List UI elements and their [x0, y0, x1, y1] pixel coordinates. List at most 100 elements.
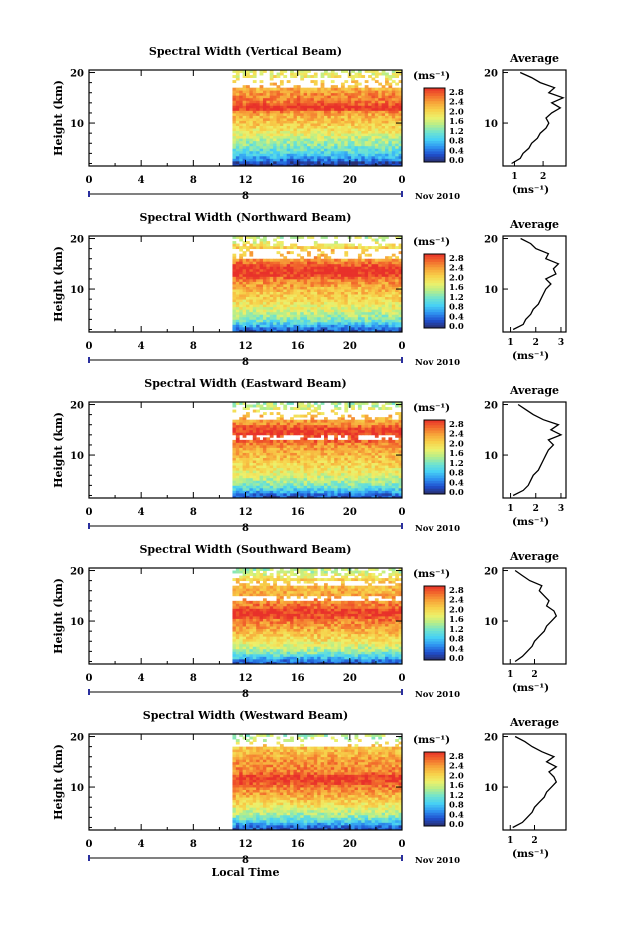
heatmap-cell [361, 271, 366, 275]
heatmap-cell [334, 319, 338, 323]
heatmap-cell [388, 92, 393, 96]
heatmap-cell [273, 153, 277, 157]
heatmap-cell [232, 143, 237, 147]
heatmap-cell [252, 90, 257, 94]
heatmap-cell [395, 110, 400, 114]
heatmap-cell [242, 120, 247, 124]
heatmap-cell [276, 150, 281, 154]
heatmap-cell [266, 465, 271, 469]
heatmap-cell [310, 90, 315, 94]
heatmap-cell [242, 492, 247, 496]
heatmap-cell [242, 138, 247, 142]
heatmap-cell [317, 135, 322, 139]
heatmap-cell [235, 286, 240, 290]
heatmap-cell [337, 155, 342, 159]
heatmap-cell [340, 427, 345, 431]
heatmap-cell [364, 158, 369, 162]
heatmap-cell [371, 281, 376, 285]
heatmap-cell [344, 291, 349, 295]
heatmap-cell [232, 123, 237, 126]
heatmap-cell [330, 482, 335, 486]
heatmap-cell [385, 95, 389, 99]
heatmap-cell [290, 100, 294, 104]
heatmap-cell [374, 492, 379, 496]
heatmap-cell [361, 281, 366, 285]
heatmap-cell [249, 266, 254, 270]
heatmap-cell [381, 422, 386, 426]
heatmap-cell [347, 480, 352, 484]
heatmap-cell [279, 128, 284, 132]
heatmap-cell [334, 465, 338, 469]
heatmap-cell [303, 319, 308, 323]
heatmap-cell [357, 301, 362, 305]
heatmap-cell [324, 123, 328, 126]
heatmap-cell [296, 442, 301, 446]
heatmap-cell [364, 485, 369, 489]
heatmap-cell [364, 417, 369, 421]
heatmap-cell [334, 432, 338, 436]
heatmap-cell [239, 452, 244, 456]
heatmap-cell [283, 110, 288, 114]
heatmap-cell [266, 419, 271, 423]
heatmap-cell [307, 236, 311, 239]
heatmap-cell [232, 289, 237, 292]
heatmap-cell [246, 480, 250, 484]
heatmap-cell [283, 123, 288, 126]
heatmap-cell [307, 155, 311, 159]
heatmap-cell [290, 150, 294, 154]
heatmap-cell [276, 251, 281, 255]
heatmap-cell [334, 487, 338, 491]
heatmap-cell [385, 271, 389, 275]
heatmap-cell [246, 128, 250, 132]
heatmap-cell [398, 107, 403, 111]
heatmap-cell [283, 306, 288, 310]
heatmap-cell [324, 273, 328, 277]
heatmap-cell [320, 158, 325, 162]
heatmap-cell [344, 492, 349, 496]
heatmap-cell [357, 324, 362, 328]
heatmap-cell [324, 135, 328, 139]
heatmap-cell [357, 123, 362, 126]
heatmap-cell [239, 429, 244, 433]
heatmap-cell [334, 143, 338, 147]
heatmap-cell [378, 125, 383, 129]
heatmap-cell [276, 482, 281, 486]
heatmap-cell [296, 480, 301, 484]
heatmap-cell [252, 80, 257, 84]
heatmap-cell [344, 70, 349, 73]
heatmap-cell [368, 424, 372, 428]
heatmap-cell [252, 321, 257, 325]
heatmap-cell [283, 102, 288, 106]
heatmap-cell [242, 407, 247, 410]
colorbar-segment [424, 138, 445, 142]
heatmap-cell [391, 133, 396, 137]
heatmap-cell [337, 417, 342, 421]
heatmap-cell [307, 306, 311, 310]
heatmap-cell [296, 439, 301, 443]
heatmap-cell [262, 118, 267, 121]
heatmap-cell [361, 460, 366, 464]
heatmap-cell [368, 261, 372, 265]
heatmap-cell [293, 110, 298, 114]
day-label: 8 [242, 191, 249, 202]
heatmap-cell [320, 153, 325, 157]
colorbar-segment [424, 122, 445, 126]
heatmap-cell [249, 482, 254, 486]
heatmap-cell [378, 135, 383, 139]
heatmap-cell [276, 487, 281, 491]
heatmap-cell [334, 309, 338, 313]
heatmap-cell [235, 278, 240, 282]
heatmap-cell [300, 306, 305, 310]
heatmap-cell [235, 326, 240, 330]
heatmap-cell [242, 75, 247, 78]
heatmap-cell [249, 95, 254, 99]
heatmap-cell [235, 261, 240, 265]
heatmap-cell [276, 419, 281, 423]
heatmap-cell [378, 482, 383, 486]
heatmap-cell [235, 128, 240, 132]
heatmap-cell [378, 140, 383, 144]
heatmap-cell [286, 246, 291, 250]
heatmap-cell [371, 268, 376, 272]
heatmap-cell [259, 107, 264, 111]
heatmap-cell [334, 291, 338, 295]
